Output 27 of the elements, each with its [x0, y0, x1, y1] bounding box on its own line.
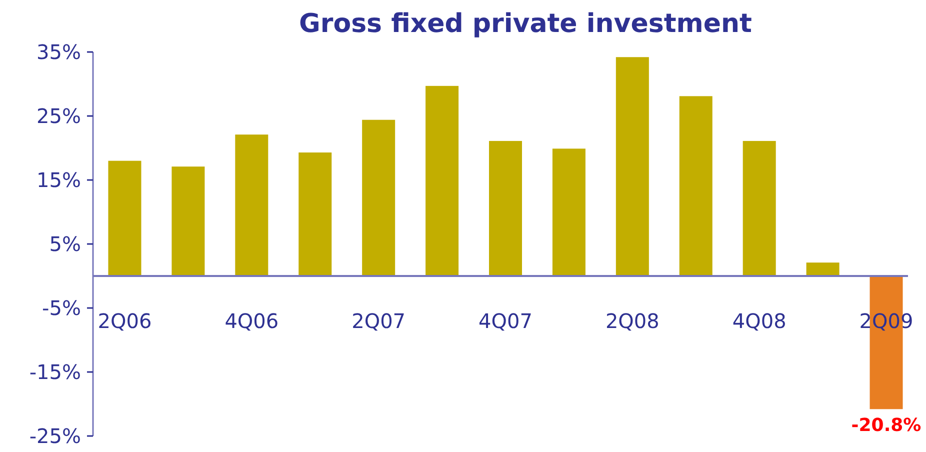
bar	[489, 140, 522, 276]
bar	[108, 160, 142, 276]
x-tick-label: 4Q08	[732, 309, 786, 333]
bar	[679, 96, 712, 276]
bar	[552, 148, 586, 276]
y-tick-label: -5%	[42, 296, 81, 320]
x-tick-label: 2Q07	[352, 309, 406, 333]
y-tick-label: 5%	[49, 232, 81, 256]
chart-title: Gross fixed private investment	[299, 9, 752, 39]
x-tick-label: 4Q07	[478, 309, 532, 333]
bar	[616, 57, 649, 276]
x-tick-label: 2Q08	[605, 309, 660, 333]
bar	[742, 140, 776, 276]
bar	[426, 86, 459, 276]
bar	[298, 152, 332, 276]
x-tick-label: 2Q06	[98, 309, 152, 333]
y-tick-label: 15%	[36, 168, 81, 192]
bar	[235, 134, 268, 276]
bar	[172, 166, 205, 276]
y-tick-label: -15%	[29, 360, 81, 384]
y-tick-label: -25%	[29, 424, 81, 448]
y-tick-label: 25%	[36, 104, 81, 128]
x-tick-label: 4Q06	[224, 309, 279, 333]
bar	[806, 262, 840, 276]
y-tick-label: 35%	[36, 40, 81, 64]
data-label: -20.8%	[851, 415, 922, 436]
bar	[362, 120, 396, 276]
